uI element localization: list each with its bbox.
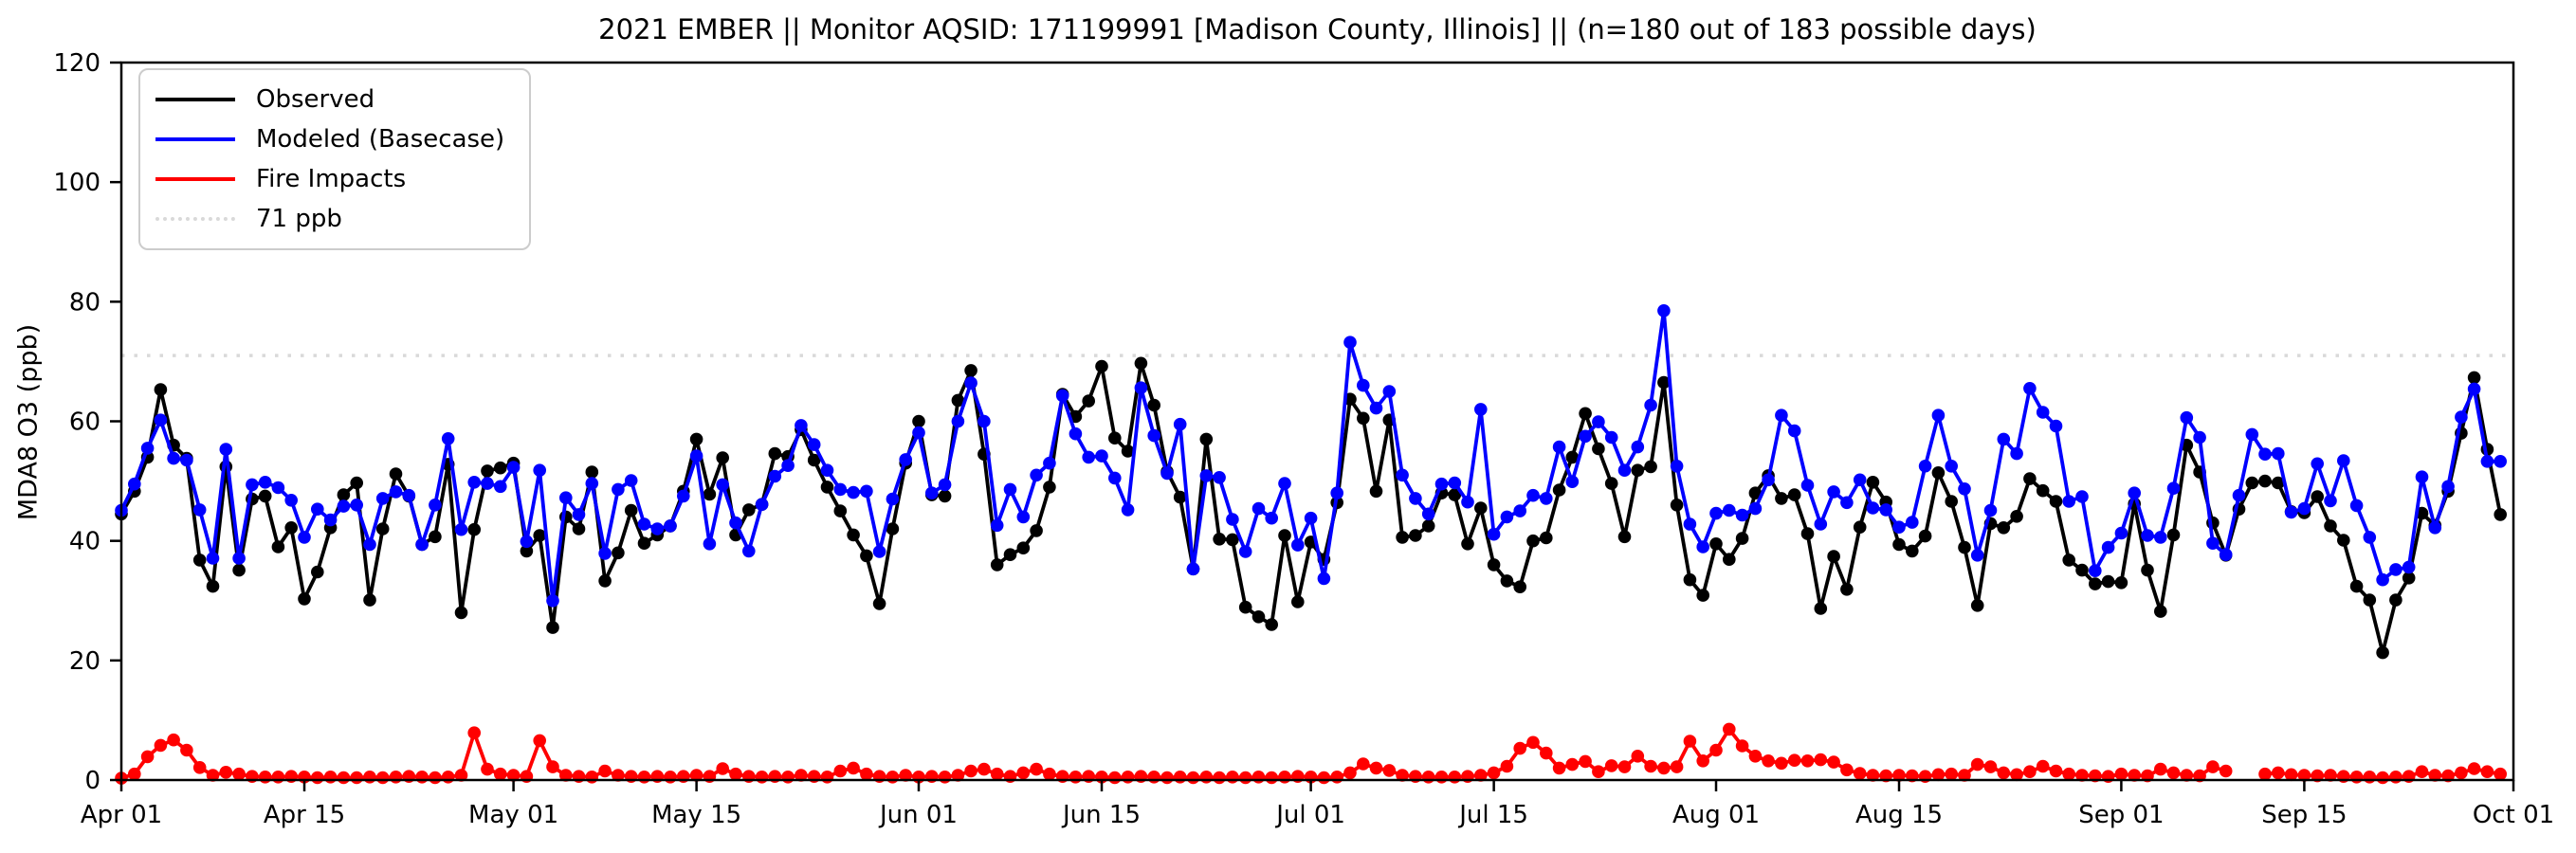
chart-title: 2021 EMBER || Monitor AQSID: 171199991 [… — [598, 13, 2037, 45]
y-tick-label: 60 — [69, 408, 100, 437]
legend-swatch — [155, 137, 235, 141]
x-tick-label: Aug 15 — [1855, 801, 1943, 829]
legend-item-fire-impacts: Fire Impacts — [155, 159, 504, 199]
chart-legend: Observed Modeled (Basecase) Fire Impacts 71… — [138, 68, 532, 250]
legend-item-71-ppb: 71 ppb — [155, 199, 504, 239]
legend-label: Observed — [256, 85, 375, 114]
x-tick-label: Jul 01 — [1274, 801, 1345, 829]
y-tick-label: 120 — [53, 49, 100, 78]
x-tick-label: Jun 15 — [1061, 801, 1141, 829]
series-observed — [115, 356, 2507, 660]
x-tick-label: May 15 — [651, 801, 741, 829]
series-fire-impacts — [115, 722, 2507, 785]
y-tick-label: 20 — [69, 647, 100, 676]
x-axis: Apr 01 Apr 15 May 01 May 15 Jun 01 Jun 15 Jul … — [81, 780, 2554, 829]
x-tick-label: Aug 01 — [1672, 801, 1760, 829]
y-tick-label: 100 — [53, 169, 100, 197]
legend-label: Modeled (Basecase) — [256, 125, 505, 154]
series-modeled-basecase — [115, 304, 2507, 608]
x-tick-label: Sep 01 — [2078, 801, 2164, 829]
legend-swatch — [155, 98, 235, 101]
y-axis: 0 20 40 60 80 100 120 — [53, 49, 121, 795]
y-tick-label: 80 — [69, 288, 100, 317]
legend-label: Fire Impacts — [256, 165, 407, 193]
x-tick-label: May 01 — [468, 801, 558, 829]
legend-label: 71 ppb — [256, 205, 342, 233]
x-tick-label: Jun 01 — [878, 801, 958, 829]
x-tick-label: Oct 01 — [2473, 801, 2554, 829]
x-tick-label: Sep 15 — [2261, 801, 2347, 829]
y-tick-label: 40 — [69, 528, 100, 556]
y-tick-label: 0 — [84, 767, 100, 795]
legend-item-modeled-basecase: Modeled (Basecase) — [155, 119, 504, 159]
x-tick-label: Jul 15 — [1457, 801, 1528, 829]
legend-swatch — [155, 177, 235, 181]
x-tick-label: Apr 01 — [81, 801, 162, 829]
legend-item-observed: Observed — [155, 80, 504, 119]
legend-swatch — [155, 217, 235, 221]
x-tick-label: Apr 15 — [264, 801, 345, 829]
